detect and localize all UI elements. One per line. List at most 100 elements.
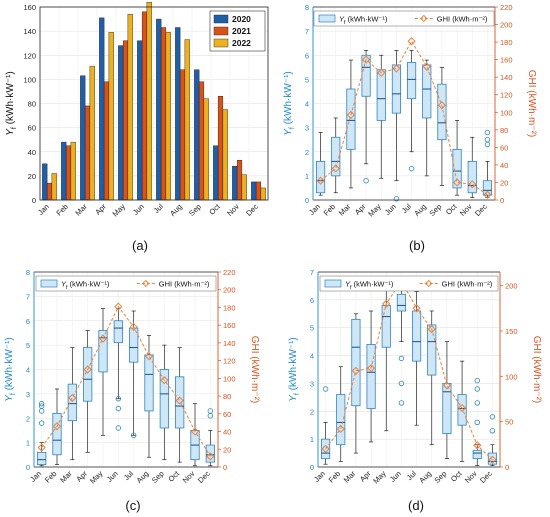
x-tick-label: Apr [93,202,108,217]
y-left-tick-label: 6 [305,51,309,60]
y-tick-label: 20 [28,172,36,181]
outlier-point [474,400,480,406]
outlier-point [38,403,45,409]
legend-label-ghi: GHI (kWh·m⁻²) [437,15,488,24]
box [67,383,77,422]
x-tick-label: Oct [207,201,222,216]
ghi-marker [129,322,138,332]
box [472,449,482,460]
x-tick-label: Oct [444,201,459,216]
y-left-tick-label: 4 [305,100,309,109]
bar-2020 [61,141,67,201]
y-right-tick-label: 80 [500,126,508,135]
ghi-marker [144,352,154,361]
y-right-tick-label: 40 [223,428,231,437]
x-tick-label: Aug [168,202,184,218]
y-right-tick-label: 180 [223,303,236,312]
box [412,310,422,362]
y-right-tick-label: 0 [505,463,509,472]
box [422,64,432,119]
x-tick-label: Sep [428,202,444,218]
y-tick-label: 160 [23,3,36,12]
y-left-tick-label: 1 [26,439,30,448]
y-left-tick-label: 4 [310,352,314,361]
outlier-point [115,405,122,412]
panel-b-box-chart: 012345678020406080100120140160180200220J… [283,3,537,218]
ghi-marker [437,101,447,110]
x-tick-label: Aug [135,469,151,485]
ghi-marker [206,452,215,461]
x-tick-label: Mar [337,202,353,218]
y-left-tick-label: 0 [305,196,309,205]
x-tick-label: Dec [196,469,212,485]
y-left-tick-label: 5 [305,75,309,84]
ghi-marker [452,178,462,187]
x-tick-label: Mar [342,469,358,485]
box [437,83,447,141]
ghi-marker [457,403,467,413]
y-left-tick-label: 7 [310,268,314,277]
bar-2021 [236,159,243,201]
ghi-marker [468,180,477,189]
ghi-marker [361,55,371,64]
y-left-tick-label: 8 [26,268,30,277]
outlier-point [398,400,405,406]
y-left-tick-label: 0 [310,463,314,472]
bar-2022 [70,141,76,201]
bar-2021 [179,69,186,201]
x-tick-label: Nov [225,202,241,218]
box [457,394,467,426]
bar-2020 [194,69,200,201]
ghi-marker [316,176,325,185]
bar-2021 [46,182,53,201]
y-left-axis-label: Yf (kWh·kW⁻¹) [4,337,17,402]
ghi-marker [114,302,123,311]
x-tick-label: Sep [433,469,449,485]
legend-marker-ghi [142,279,150,288]
y-right-tick-label: 60 [500,143,508,152]
y-right-axis-label: GHI (kWh·m⁻²) [531,336,542,404]
y-left-tick-label: 3 [310,379,314,388]
y-right-tick-label: 200 [223,286,236,295]
bar-2021 [255,181,262,201]
legend-marker-ghi [425,279,433,288]
box [129,327,139,363]
x-tick-label: Sep [187,202,203,218]
box [175,376,185,429]
x-tick-label: May [111,202,128,219]
bar-2022 [89,65,95,201]
bar-2021 [103,81,110,201]
outlier-point [207,408,214,414]
outlier-point [130,432,137,439]
y-right-tick-label: 50 [505,418,513,427]
legend-label-yf: Yf (kWh·kW⁻¹) [339,15,388,26]
y-right-tick-label: 200 [500,21,513,30]
y-tick-label: 100 [23,75,36,84]
ghi-marker [160,376,169,385]
outlier-point [38,420,45,426]
bar-2021 [122,40,129,201]
y-right-tick-label: 140 [500,73,513,82]
y-right-tick-label: 0 [223,463,227,472]
legend-swatch-box [40,279,58,288]
ghi-marker [346,110,356,120]
legend-box [35,275,217,292]
bar-2021 [84,105,91,201]
ghi-marker [52,422,62,431]
y-right-tick-label: 0 [500,196,504,205]
legend-label: 2020 [232,14,251,24]
y-left-tick-label: 5 [310,324,314,333]
bar-2020 [175,27,181,201]
bar-2020 [251,181,257,201]
box [467,160,477,194]
y-left-tick-label: 8 [305,3,309,12]
y-right-tick-label: 180 [500,38,513,47]
y-left-tick-label: 6 [26,317,30,326]
ghi-marker [83,365,92,374]
legend-box [319,275,499,292]
box [83,347,93,402]
x-tick-label: Apr [353,202,368,217]
x-tick-label: May [88,469,105,486]
y-left-axis-label: Yf (kWh·kW⁻¹) [283,71,296,136]
x-tick-label: Aug [412,202,428,218]
